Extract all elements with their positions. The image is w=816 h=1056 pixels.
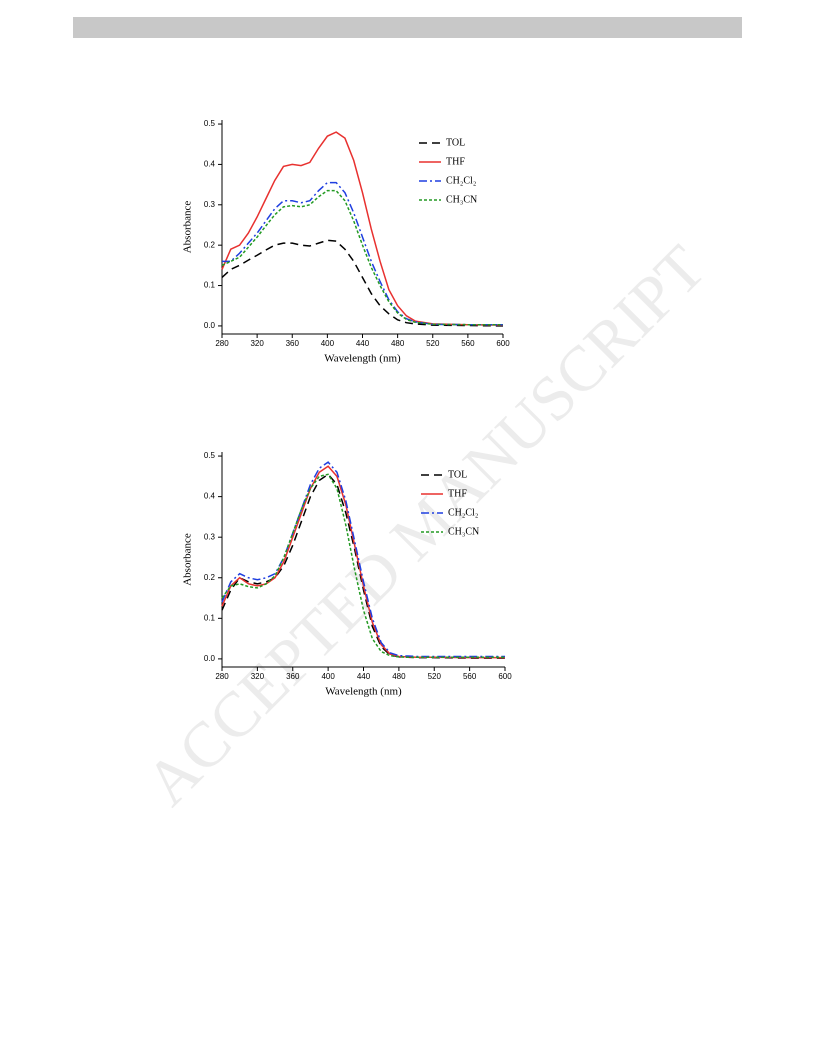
legend-label: CH₂Cl₂ <box>446 175 476 186</box>
y-tick-label: 0.0 <box>204 321 216 330</box>
legend-label: CH₃CN <box>448 526 479 537</box>
x-tick-label: 360 <box>286 672 300 681</box>
y-tick-label: 0.5 <box>204 451 216 460</box>
series-line <box>221 461 505 658</box>
legend-label: CH₂Cl₂ <box>448 507 478 518</box>
x-tick-label: 440 <box>356 339 370 348</box>
x-tick-label: 480 <box>391 339 405 348</box>
y-tick-label: 0.4 <box>204 160 216 169</box>
x-tick-label: 520 <box>426 339 440 348</box>
y-tick-label: 0.3 <box>204 532 216 541</box>
x-tick-label: 560 <box>463 672 477 681</box>
x-tick-label: 400 <box>321 672 335 681</box>
watermark: ACCEPTED MANUSCRIPT <box>132 232 719 819</box>
x-tick-label: 320 <box>251 672 265 681</box>
series-line <box>221 473 505 659</box>
legend-label: TOL <box>448 469 467 480</box>
series-line <box>221 189 503 326</box>
legend-label: CH₃CN <box>446 194 477 205</box>
x-tick-label: 400 <box>321 339 335 348</box>
x-axis-label: Wavelength (nm) <box>324 353 401 365</box>
y-tick-label: 0.0 <box>204 654 216 663</box>
series-line <box>221 239 504 327</box>
series-line <box>221 131 504 326</box>
legend-label: THF <box>446 156 465 167</box>
x-tick-label: 480 <box>392 672 406 681</box>
y-tick-label: 0.1 <box>204 613 216 622</box>
y-tick-label: 0.2 <box>204 573 216 582</box>
header-bar <box>73 17 742 38</box>
x-tick-label: 320 <box>250 339 264 348</box>
x-tick-label: 280 <box>215 339 229 348</box>
y-axis-label: Absorbance <box>182 533 194 586</box>
x-tick-label: 600 <box>498 672 512 681</box>
x-tick-label: 600 <box>496 339 510 348</box>
y-axis-label: Absorbance <box>182 201 194 254</box>
x-tick-label: 520 <box>428 672 442 681</box>
x-tick-label: 440 <box>357 672 371 681</box>
y-tick-label: 0.1 <box>204 281 216 290</box>
y-tick-label: 0.4 <box>204 492 216 501</box>
legend-label: THF <box>448 488 467 499</box>
legend-label: TOL <box>446 137 465 148</box>
x-axis-label: Wavelength (nm) <box>325 686 402 698</box>
x-tick-label: 560 <box>461 339 475 348</box>
series-line <box>222 181 503 326</box>
x-tick-label: 280 <box>215 672 229 681</box>
y-tick-label: 0.2 <box>204 240 216 249</box>
y-tick-label: 0.3 <box>204 200 216 209</box>
y-tick-label: 0.5 <box>204 119 216 128</box>
x-tick-label: 360 <box>286 339 300 348</box>
